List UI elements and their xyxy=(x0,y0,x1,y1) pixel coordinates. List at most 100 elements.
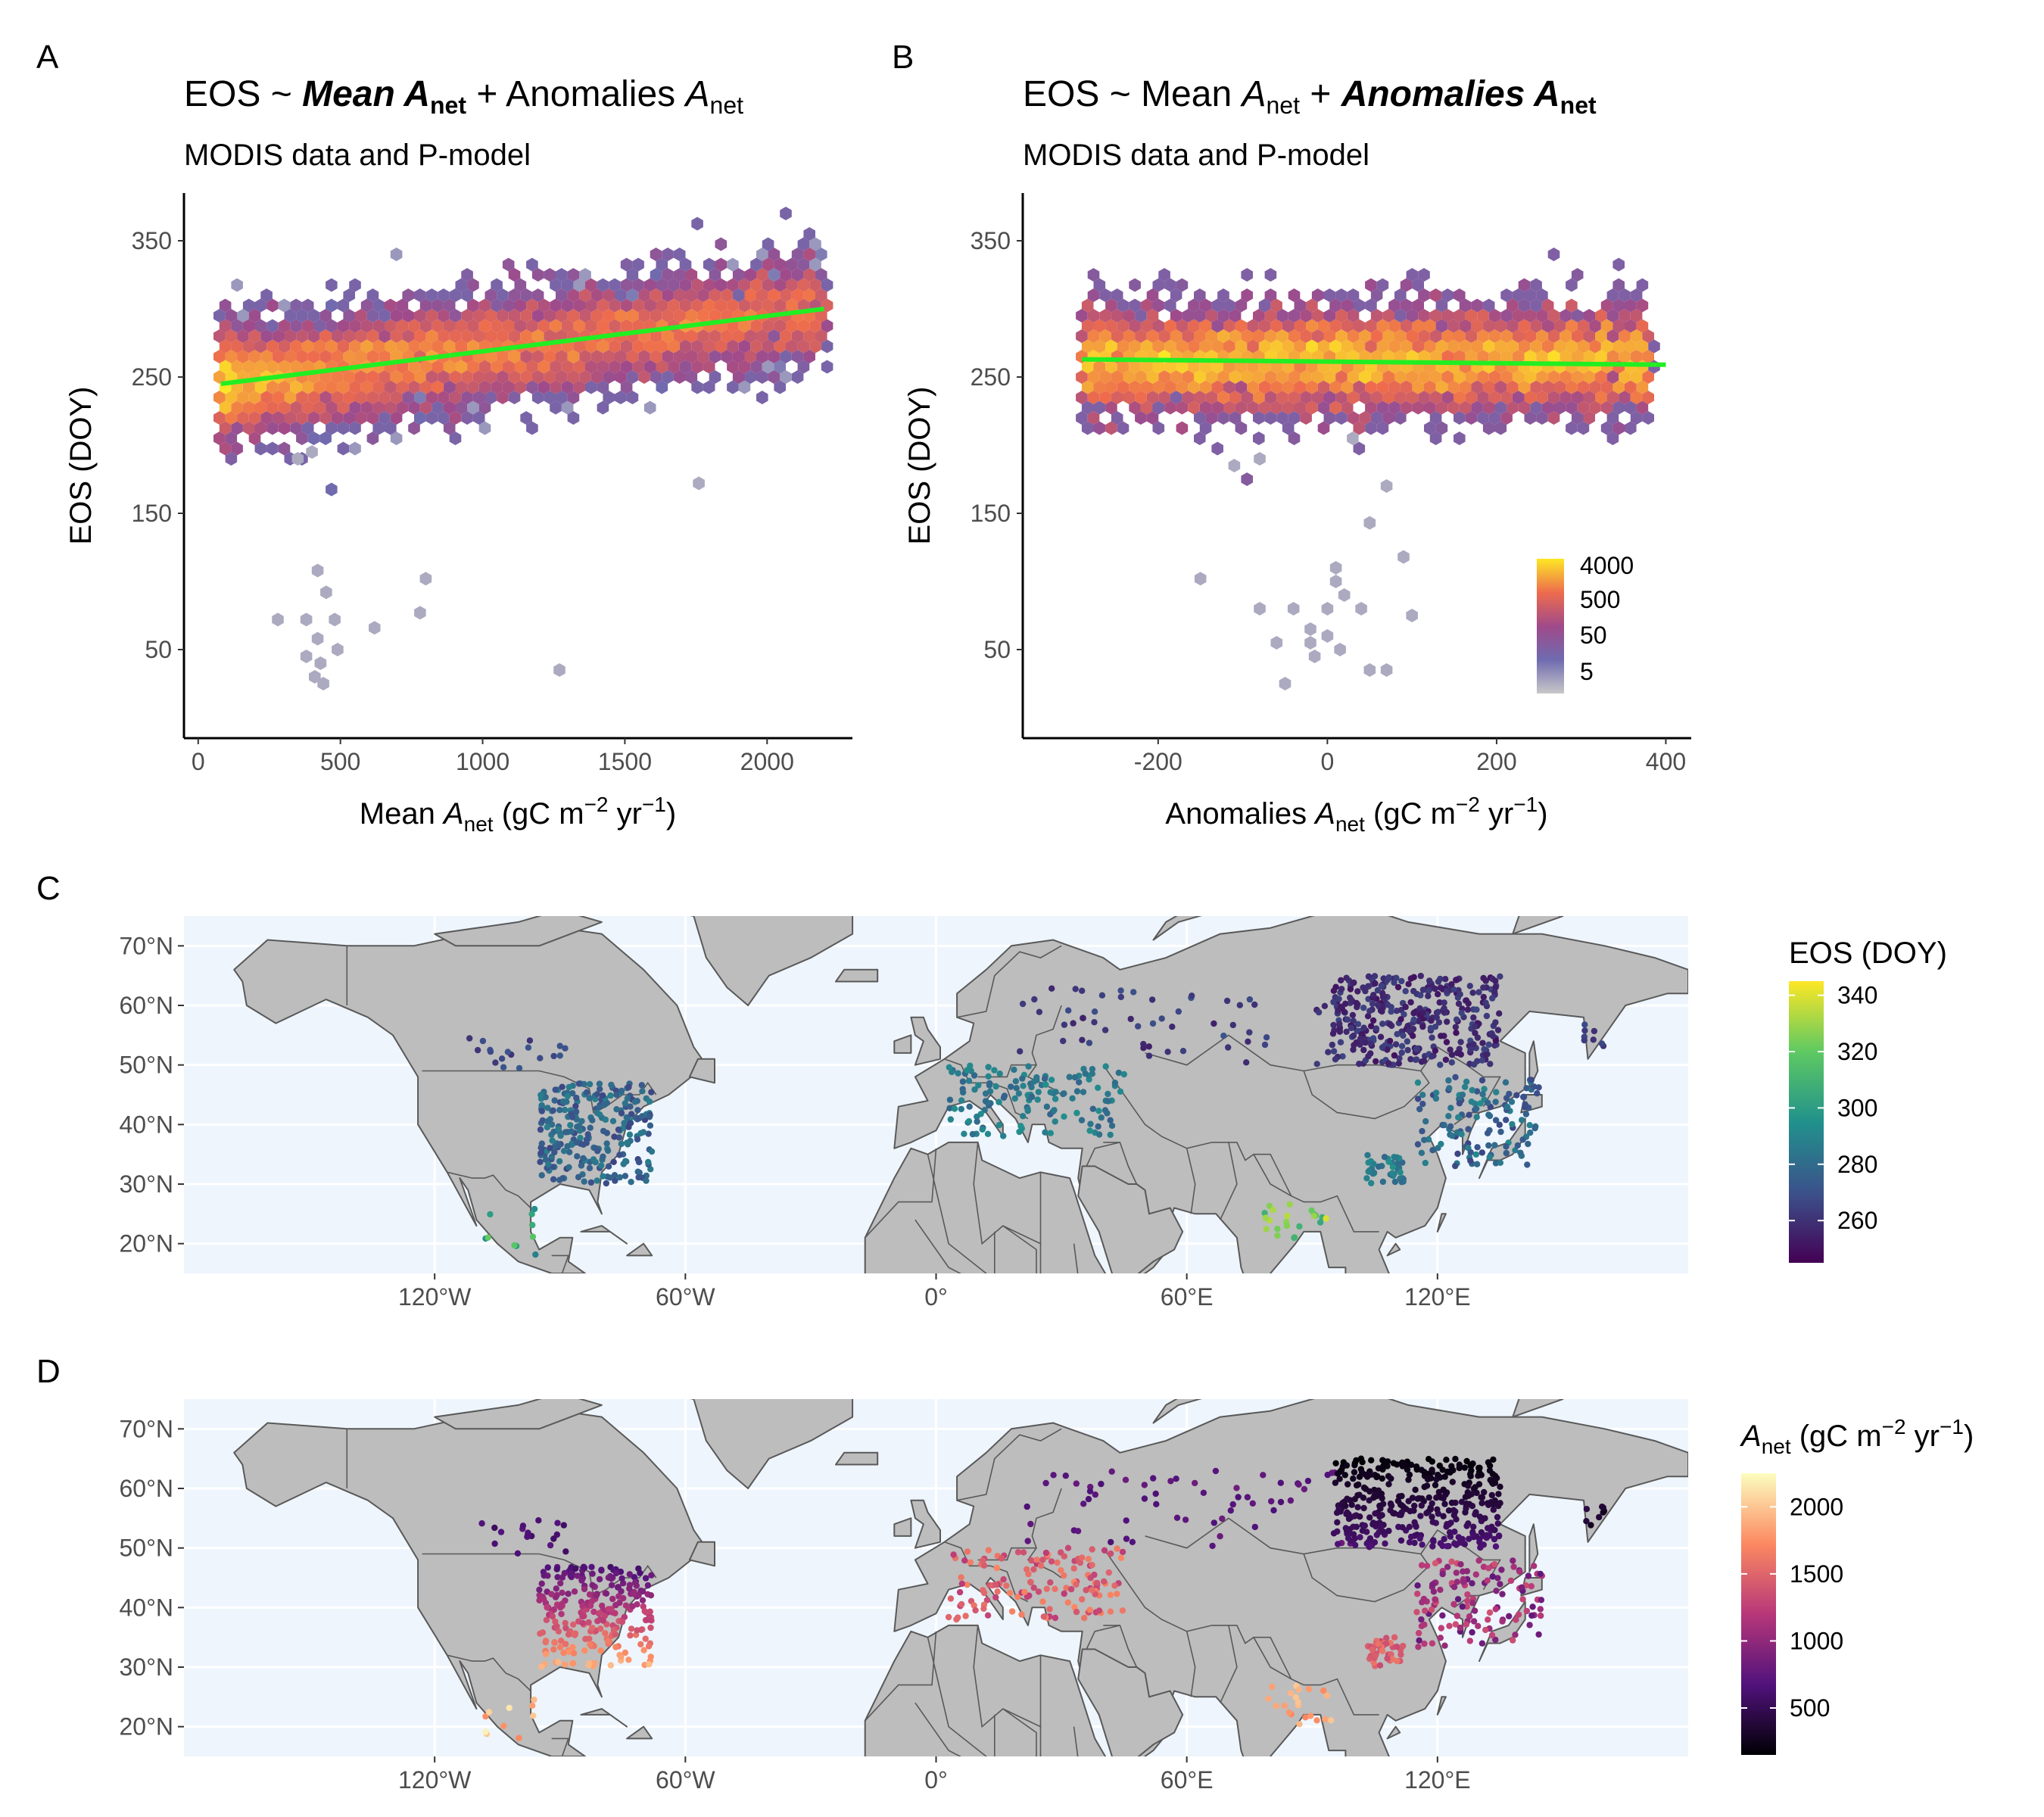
site-point xyxy=(1485,1501,1492,1509)
site-point xyxy=(1343,1462,1351,1469)
site-point xyxy=(1428,1475,1435,1482)
hexbin-cell xyxy=(1477,350,1489,363)
hexbin-cell xyxy=(290,319,302,333)
site-point xyxy=(1473,1161,1481,1167)
hexbin-cell xyxy=(780,329,792,343)
country-border xyxy=(1086,1142,1120,1167)
site-point xyxy=(1402,1003,1409,1011)
site-point xyxy=(1107,1608,1114,1615)
hexbin-cell xyxy=(1376,278,1389,292)
site-point xyxy=(1382,1540,1388,1547)
site-point xyxy=(1491,988,1498,996)
hexbin-cell xyxy=(385,339,397,354)
hexbin-cell xyxy=(1258,319,1271,333)
hexbin-cell xyxy=(497,370,509,384)
hexbin-cell xyxy=(1530,319,1542,333)
site-point xyxy=(1337,1039,1344,1046)
site-point xyxy=(1417,1513,1424,1519)
hexbin-cell xyxy=(1642,411,1654,425)
hexbin-cell xyxy=(815,248,827,261)
site-point xyxy=(584,1131,591,1138)
site-point xyxy=(956,1588,964,1596)
site-point xyxy=(1070,1020,1077,1027)
hexbin-cell xyxy=(254,298,267,313)
site-point xyxy=(1435,978,1442,985)
site-point xyxy=(1458,1131,1465,1138)
site-point xyxy=(964,1582,971,1588)
hexbin-cell xyxy=(1341,400,1354,415)
hexbin-cell xyxy=(1619,288,1631,302)
hexbin-cell xyxy=(1429,432,1442,445)
hexbin-cell xyxy=(1264,411,1277,425)
site-point xyxy=(980,1562,988,1569)
site-point xyxy=(553,1585,559,1592)
site-point xyxy=(550,1646,557,1653)
hexbin-cell xyxy=(1595,329,1607,343)
hexbin-cell xyxy=(1329,380,1341,394)
hexbin-cell xyxy=(544,391,556,404)
site-point xyxy=(1108,1122,1116,1130)
hexbin-cell xyxy=(1199,360,1212,374)
site-point xyxy=(1460,1568,1466,1575)
hexbin-cell xyxy=(1559,309,1572,323)
lon-tick-label: 60°E xyxy=(1161,1283,1214,1311)
hexbin-cell xyxy=(1500,370,1513,384)
site-point xyxy=(1343,974,1350,981)
site-point xyxy=(962,1613,969,1619)
site-point xyxy=(1448,1499,1456,1507)
site-point xyxy=(497,1529,505,1535)
hexbin-cell xyxy=(1606,370,1619,384)
lat-tick-label: 20°N xyxy=(120,1713,174,1741)
hexbin-cell xyxy=(1229,391,1242,404)
hexbin-cell xyxy=(1317,380,1330,394)
site-point xyxy=(1528,1583,1535,1590)
site-point xyxy=(647,1122,654,1129)
site-point xyxy=(1453,1569,1460,1576)
site-point xyxy=(1472,1511,1478,1518)
site-point xyxy=(625,1083,632,1091)
hexbin-cell xyxy=(1123,391,1136,404)
site-point xyxy=(612,1644,619,1650)
site-point xyxy=(1452,1162,1459,1170)
site-point xyxy=(1145,1052,1153,1059)
site-point xyxy=(1499,1618,1506,1625)
hexbin-cell xyxy=(556,268,568,282)
hexbin-cell xyxy=(1454,350,1466,363)
hexbin-cell xyxy=(1176,319,1189,333)
site-point xyxy=(1457,1039,1464,1046)
hexbin-layer xyxy=(213,207,833,690)
site-point xyxy=(1079,1596,1086,1603)
x-tick-label: -200 xyxy=(1134,748,1182,775)
hexbin-cell xyxy=(520,370,532,384)
hexbin-cell xyxy=(1494,421,1507,435)
landmass xyxy=(434,916,603,947)
outlier-hexbin xyxy=(1380,663,1393,677)
site-point xyxy=(1383,1635,1390,1641)
hexbin-cell xyxy=(326,421,338,435)
panel-d-legend-title-sup2: −1 xyxy=(1940,1415,1964,1438)
y-tick-label: 50 xyxy=(983,636,1011,663)
site-point xyxy=(1360,1024,1367,1031)
site-point xyxy=(648,1089,655,1095)
site-point xyxy=(1583,1506,1591,1513)
site-point xyxy=(1373,1025,1380,1032)
site-point xyxy=(586,1080,594,1088)
site-point xyxy=(951,1105,958,1112)
site-point xyxy=(544,1572,551,1579)
site-point xyxy=(1101,1578,1108,1585)
site-point xyxy=(562,1641,569,1647)
site-point xyxy=(608,1606,615,1613)
hexbin-cell xyxy=(803,248,815,261)
hexbin-cell xyxy=(432,360,444,374)
y-tick-label: 50 xyxy=(145,636,172,663)
site-point xyxy=(603,1590,610,1597)
hexbin-cell xyxy=(1595,391,1607,404)
outlier-hexbin xyxy=(1304,622,1316,636)
hexbin-cell xyxy=(1388,339,1401,354)
site-point xyxy=(1476,1538,1483,1546)
hexbin-cell xyxy=(550,380,562,394)
site-point xyxy=(1339,1053,1346,1060)
site-point xyxy=(560,1148,568,1155)
hexbin-cell xyxy=(615,309,627,323)
site-point xyxy=(564,1142,571,1150)
